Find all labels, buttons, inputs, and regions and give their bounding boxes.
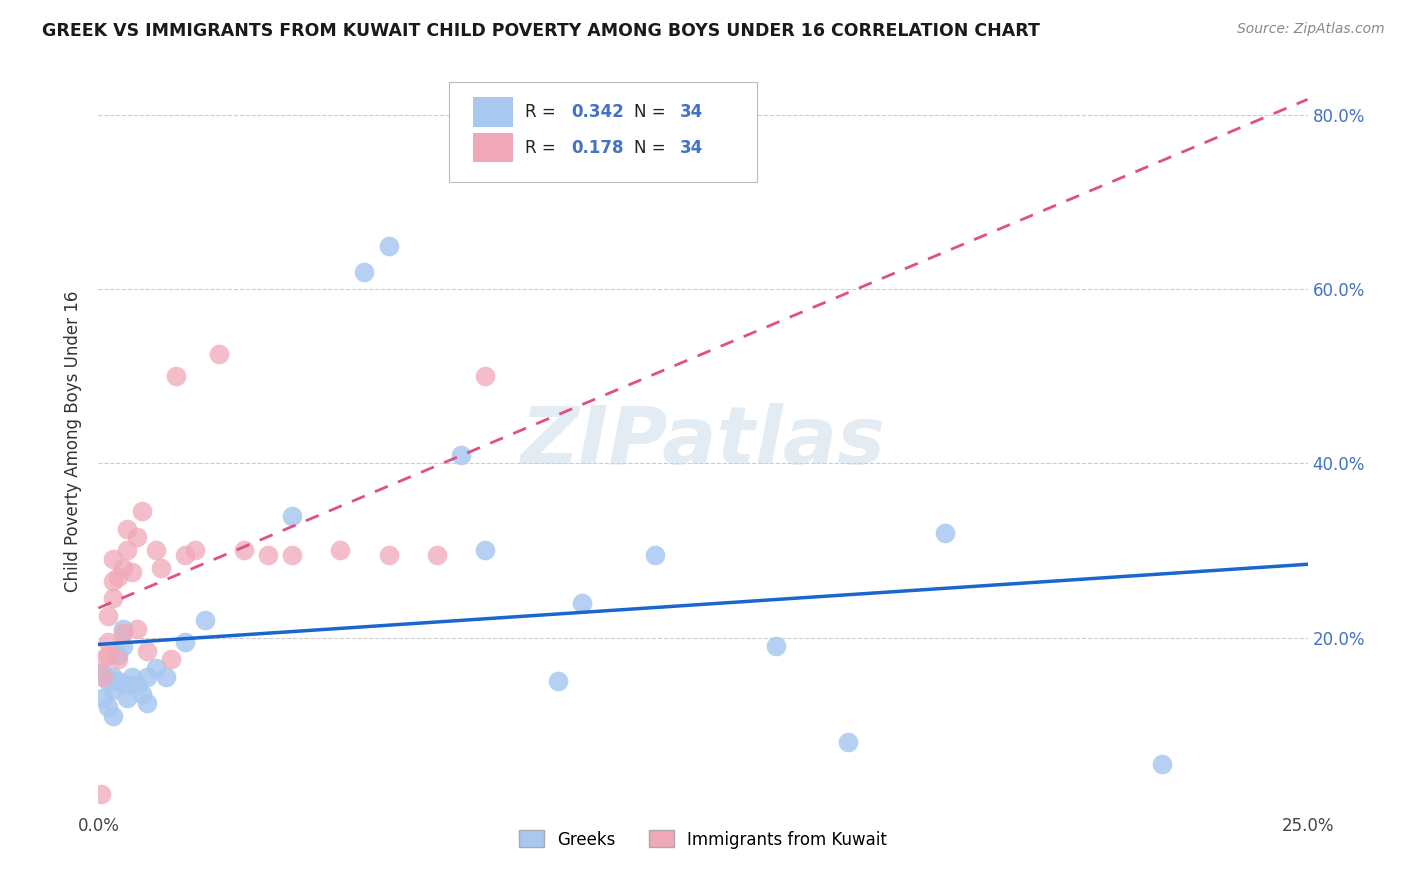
Point	[121, 565, 143, 579]
Point	[208, 347, 231, 361]
FancyBboxPatch shape	[474, 133, 513, 162]
Point	[117, 543, 139, 558]
Point	[474, 543, 496, 558]
Point	[101, 552, 124, 566]
Text: N =: N =	[634, 103, 671, 121]
Text: GREEK VS IMMIGRANTS FROM KUWAIT CHILD POVERTY AMONG BOYS UNDER 16 CORRELATION CH: GREEK VS IMMIGRANTS FROM KUWAIT CHILD PO…	[42, 22, 1040, 40]
Point	[101, 670, 124, 684]
Text: R =: R =	[526, 103, 561, 121]
Point	[174, 548, 197, 562]
Point	[90, 787, 112, 801]
Point	[127, 678, 149, 692]
Point	[101, 709, 124, 723]
Point	[184, 543, 207, 558]
Point	[547, 674, 569, 689]
Point	[111, 639, 134, 653]
Point	[97, 648, 120, 662]
Point	[121, 670, 143, 684]
Point	[97, 608, 120, 623]
Point	[450, 448, 472, 462]
Point	[97, 635, 120, 649]
Point	[934, 526, 956, 541]
Point	[117, 678, 139, 692]
Point	[101, 574, 124, 588]
Text: R =: R =	[526, 138, 561, 157]
Point	[117, 691, 139, 706]
Point	[155, 670, 177, 684]
Point	[135, 696, 157, 710]
Point	[135, 670, 157, 684]
Point	[135, 643, 157, 657]
Text: 34: 34	[681, 138, 703, 157]
Point	[107, 648, 129, 662]
Point	[474, 369, 496, 384]
Point	[194, 613, 217, 627]
Point	[91, 670, 114, 684]
Y-axis label: Child Poverty Among Boys Under 16: Child Poverty Among Boys Under 16	[65, 291, 83, 592]
Point	[426, 548, 449, 562]
Point	[91, 665, 114, 680]
Point	[281, 508, 304, 523]
Point	[97, 674, 120, 689]
Point	[1152, 756, 1174, 771]
Point	[131, 687, 153, 701]
Point	[160, 652, 183, 666]
Text: 0.342: 0.342	[571, 103, 624, 121]
Point	[174, 635, 197, 649]
Text: Source: ZipAtlas.com: Source: ZipAtlas.com	[1237, 22, 1385, 37]
Point	[145, 661, 167, 675]
Point	[111, 561, 134, 575]
Point	[107, 652, 129, 666]
Point	[101, 682, 124, 697]
Point	[644, 548, 666, 562]
Point	[353, 265, 375, 279]
Point	[837, 735, 859, 749]
Point	[91, 652, 114, 666]
Point	[571, 596, 593, 610]
Point	[117, 522, 139, 536]
Point	[101, 591, 124, 606]
Point	[377, 238, 399, 252]
Text: 34: 34	[681, 103, 703, 121]
Point	[765, 639, 787, 653]
Text: 0.178: 0.178	[571, 138, 624, 157]
Point	[150, 561, 173, 575]
Point	[165, 369, 187, 384]
Point	[91, 691, 114, 706]
FancyBboxPatch shape	[449, 82, 758, 183]
Text: N =: N =	[634, 138, 671, 157]
Point	[256, 548, 278, 562]
Point	[145, 543, 167, 558]
Point	[329, 543, 352, 558]
Point	[107, 569, 129, 583]
Text: ZIPatlas: ZIPatlas	[520, 402, 886, 481]
Legend: Greeks, Immigrants from Kuwait: Greeks, Immigrants from Kuwait	[512, 823, 894, 855]
Point	[111, 622, 134, 636]
Point	[127, 622, 149, 636]
Point	[111, 626, 134, 640]
Point	[377, 548, 399, 562]
FancyBboxPatch shape	[474, 97, 513, 127]
Point	[97, 700, 120, 714]
Point	[232, 543, 254, 558]
Point	[131, 504, 153, 518]
Point	[281, 548, 304, 562]
Point	[107, 674, 129, 689]
Point	[127, 530, 149, 544]
